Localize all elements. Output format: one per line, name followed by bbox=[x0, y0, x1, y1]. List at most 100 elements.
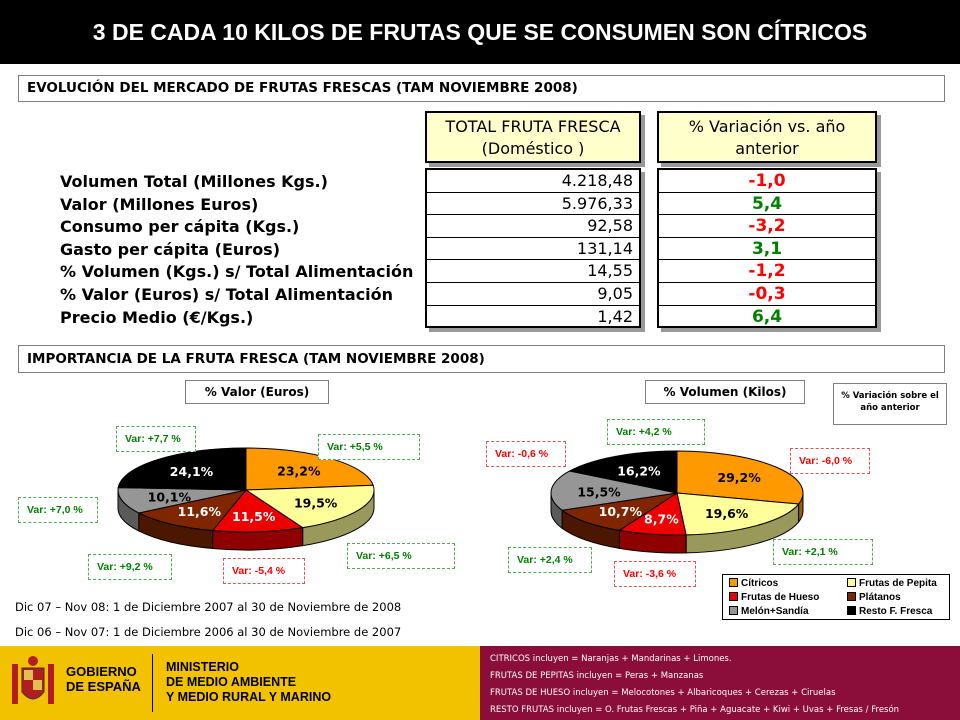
pie-slice bbox=[560, 492, 678, 531]
table-value-cell: 5.976,33 bbox=[427, 193, 639, 216]
title-bar: 3 DE CADA 10 KILOS DE FRUTAS QUE SE CONS… bbox=[0, 0, 960, 64]
pie-slice-side bbox=[302, 489, 375, 547]
org-ministerio-line1: MINISTERIO bbox=[166, 660, 239, 674]
table-variation-cell: 6,4 bbox=[751, 306, 783, 327]
variation-box: Var: +5,5 % bbox=[318, 434, 420, 460]
org-ministerio-line3: Y MEDIO RURAL Y MARINO bbox=[166, 690, 332, 704]
table-header-variation-line2: anterior bbox=[735, 139, 799, 158]
org-gobierno-line1: GOBIERNO bbox=[66, 664, 137, 679]
legend-label: Cítricos bbox=[741, 578, 779, 589]
table-row-label: Gasto per cápita (Euros) bbox=[60, 239, 281, 259]
legend-item: Cítricos bbox=[729, 577, 778, 591]
table-header-variation: % Variación vs. año anterior bbox=[657, 111, 877, 163]
pie-title-valor: % Valor (Euros) bbox=[185, 380, 329, 404]
pie-slice bbox=[550, 470, 678, 511]
pie-slice-side bbox=[550, 492, 563, 530]
table-value-cell: 92,58 bbox=[427, 215, 639, 238]
pie-slice bbox=[211, 489, 305, 533]
table-variation-cell: 3,1 bbox=[659, 238, 875, 261]
legend-label: Frutas de Pepita bbox=[859, 578, 937, 589]
variation-box: Var: -3,6 % bbox=[614, 561, 696, 587]
table-variation-cell: -1,0 bbox=[659, 170, 875, 193]
variation-box: Var: +4,2 % bbox=[607, 419, 705, 445]
section-header-importance: IMPORTANCIA DE LA FRUTA FRESCA (TAM NOVI… bbox=[18, 345, 945, 373]
legend-swatch bbox=[847, 578, 856, 587]
pie-title-volumen: % Volumen (Kilos) bbox=[645, 380, 805, 404]
chart-legend: Cítricos Frutas de Pepita Frutas de Hueso P… bbox=[722, 574, 950, 620]
table-header-total-line1: TOTAL FRUTA FRESCA bbox=[445, 117, 621, 136]
table-variation-cell: -0,3 bbox=[659, 283, 875, 306]
footer-note-hueso: FRUTAS DE HUESO incluyen = Melocotones +… bbox=[490, 688, 836, 698]
pie-value-label: 29,2% bbox=[717, 470, 761, 485]
pie-slice-side bbox=[138, 512, 214, 550]
pie-value-label: 8,7% bbox=[644, 512, 679, 527]
pie-slice bbox=[117, 487, 247, 514]
org-ministerio: MINISTERIO DE MEDIO AMBIENTE Y MEDIO RUR… bbox=[166, 660, 331, 705]
table-variation-cell: 5,4 bbox=[659, 193, 875, 216]
pie-value-label: 23,2% bbox=[277, 464, 321, 479]
pie-slice-side bbox=[618, 529, 687, 554]
section-header-evolution: EVOLUCIÓN DEL MERCADO DE FRUTAS FRESCAS … bbox=[18, 75, 945, 102]
variation-box: Var: +2,4 % bbox=[508, 547, 592, 573]
pie-value-label: 24,1% bbox=[170, 464, 214, 479]
table-value-cell: 1,42 bbox=[597, 306, 633, 326]
legend-item: Resto F. Fresca bbox=[847, 605, 932, 619]
pie-value-label: 10,1% bbox=[148, 490, 192, 505]
pie-slice-side bbox=[212, 527, 304, 551]
pie-value-label: 19,6% bbox=[705, 506, 749, 521]
legend-swatch bbox=[847, 606, 856, 615]
pie-slice bbox=[568, 450, 678, 494]
variation-box: Var: -0,6 % bbox=[486, 441, 566, 467]
table-row-label: Valor (Millones Euros) bbox=[60, 194, 259, 214]
table-value-cell: 4.218,48 bbox=[427, 170, 639, 193]
period-note-previous: Dic 06 – Nov 07: 1 de Diciembre 2006 al … bbox=[15, 625, 402, 639]
legend-label: Resto F. Fresca bbox=[859, 606, 933, 617]
pie-value-label: 11,6% bbox=[178, 504, 222, 519]
table-value-cell: 9,05 bbox=[427, 283, 639, 306]
pie-slice-side bbox=[117, 489, 140, 532]
pie-slice bbox=[117, 447, 247, 491]
table-value-cell: 14,55 bbox=[427, 260, 639, 283]
legend-swatch bbox=[847, 592, 856, 601]
table-row-label: % Volumen (Kgs.) s/ Total Alimentación bbox=[60, 262, 414, 282]
org-ministerio-line2: DE MEDIO AMBIENTE bbox=[166, 675, 297, 689]
pie-slice bbox=[618, 492, 687, 536]
footer-note-citricos: CITRICOS incluyen = Naranjas + Mandarina… bbox=[490, 654, 732, 664]
variation-box: Var: +7,7 % bbox=[116, 426, 196, 452]
table-value-cell: 131,14 bbox=[427, 238, 639, 261]
org-gobierno-line2: DE ESPAÑA bbox=[66, 679, 141, 694]
variation-box: Var: +2,1 % bbox=[773, 539, 873, 565]
legend-label: Plátanos bbox=[859, 592, 901, 603]
table-row-label: Precio Medio (€/Kgs.) bbox=[60, 307, 254, 327]
variation-box: Var: +6,5 % bbox=[347, 543, 455, 569]
pie-value-label: 16,2% bbox=[617, 463, 661, 478]
legend-label: Frutas de Hueso bbox=[741, 592, 820, 603]
table-header-total: TOTAL FRUTA FRESCA (Doméstico ) bbox=[425, 111, 641, 163]
footer-divider bbox=[152, 654, 153, 712]
legend-item: Plátanos bbox=[847, 591, 901, 605]
legend-item: Frutas de Hueso bbox=[729, 591, 819, 605]
table-variation-column: -1,0 5,4 -3,2 3,1 -1,2 -0,3 6,4 bbox=[657, 168, 877, 328]
pie-value-label: 15,5% bbox=[577, 484, 621, 499]
footer-note-resto: RESTO FRUTAS incluyen = O. Frutas Fresca… bbox=[490, 705, 900, 715]
table-values-column: 4.218,48 5.976,33 92,58 131,14 14,55 9,05 1,42 bbox=[425, 168, 641, 328]
pie-slice bbox=[244, 484, 375, 529]
pie-slice bbox=[137, 489, 248, 532]
coat-of-arms-icon bbox=[10, 654, 56, 712]
variation-box: Var: -6,0 % bbox=[790, 448, 870, 474]
variation-box: Var: +9,2 % bbox=[88, 554, 172, 580]
pie-slice bbox=[676, 492, 800, 536]
table-header-total-line2: (Doméstico ) bbox=[481, 139, 585, 158]
legend-item: Frutas de Pepita bbox=[847, 577, 937, 591]
footer-note-pepita: FRUTAS DE PEPITAS incluyen = Peras + Man… bbox=[490, 671, 704, 681]
table-variation-cell: -3,2 bbox=[659, 215, 875, 238]
pie-value-label: 10,7% bbox=[599, 504, 643, 519]
variation-box: Var: -5,4 % bbox=[223, 558, 305, 584]
table-header-variation-line1: % Variación vs. año bbox=[688, 117, 846, 136]
legend-item: Melón+Sandía bbox=[729, 605, 809, 619]
variation-note: % Variación sobre el año anterior bbox=[833, 383, 947, 425]
legend-swatch bbox=[729, 606, 738, 615]
page-title: 3 DE CADA 10 KILOS DE FRUTAS QUE SE CONS… bbox=[92, 19, 868, 45]
variation-box: Var: +7,0 % bbox=[18, 497, 98, 523]
pie-value-label: 11,5% bbox=[232, 509, 276, 524]
